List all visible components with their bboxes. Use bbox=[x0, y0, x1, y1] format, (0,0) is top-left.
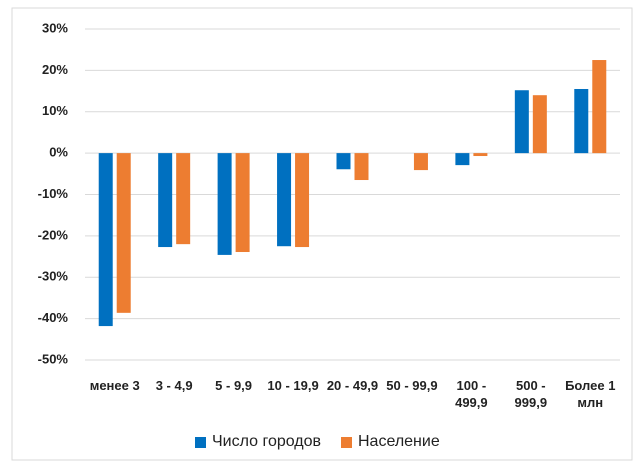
bar bbox=[98, 153, 113, 327]
bar bbox=[116, 153, 131, 313]
y-tick-label: 20% bbox=[42, 62, 68, 77]
bar bbox=[158, 153, 173, 248]
bar bbox=[336, 153, 351, 170]
x-tick-label: 100 - 499,9 bbox=[455, 378, 488, 410]
y-tick-label: 30% bbox=[42, 20, 68, 35]
bar bbox=[413, 153, 428, 171]
bar bbox=[532, 95, 547, 154]
x-tick-label: 3 - 4,9 bbox=[155, 378, 193, 393]
bar bbox=[514, 90, 529, 154]
x-tick-label: Более 1 млн bbox=[565, 378, 616, 410]
bar bbox=[592, 60, 607, 154]
x-tick-label: 10 - 19,9 bbox=[267, 378, 319, 393]
bar bbox=[217, 153, 232, 255]
bar bbox=[574, 88, 589, 154]
x-tick-label: 50 - 99,9 bbox=[386, 378, 438, 393]
x-tick-label: 500 - 999,9 bbox=[514, 378, 548, 410]
legend-item: Население bbox=[341, 433, 440, 451]
legend-item: Число городов bbox=[195, 433, 321, 451]
bar bbox=[455, 153, 470, 166]
bar bbox=[354, 153, 369, 181]
x-tick-label: менее 3 bbox=[89, 378, 140, 393]
bar bbox=[176, 153, 191, 245]
legend-swatch bbox=[195, 436, 206, 448]
y-tick-label: -50% bbox=[38, 351, 69, 366]
y-tick-label: 10% bbox=[42, 103, 68, 118]
chart-border bbox=[11, 7, 633, 461]
y-tick-label: 0% bbox=[49, 145, 68, 160]
y-tick-label: -20% bbox=[38, 227, 69, 242]
bar bbox=[235, 153, 250, 253]
bar bbox=[277, 153, 292, 247]
x-tick-label: 5 - 9,9 bbox=[215, 378, 253, 393]
y-tick-label: -40% bbox=[38, 310, 69, 325]
y-tick-label: -10% bbox=[38, 186, 69, 201]
legend-label: Население bbox=[358, 433, 440, 450]
x-tick-label: 20 - 49,9 bbox=[326, 378, 379, 393]
legend-label: Число городов bbox=[212, 433, 322, 450]
legend-swatch bbox=[341, 436, 352, 448]
y-tick-label: -30% bbox=[38, 269, 69, 284]
bar bbox=[295, 153, 310, 248]
bar bbox=[473, 153, 488, 157]
